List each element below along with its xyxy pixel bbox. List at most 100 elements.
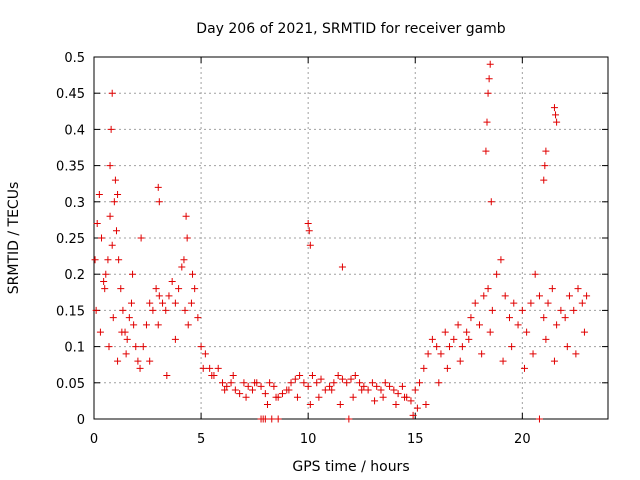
data-point [91, 256, 99, 264]
data-point [390, 386, 398, 394]
data-point [130, 321, 138, 329]
data-point [268, 415, 276, 423]
data-point [183, 234, 191, 242]
data-point [261, 415, 269, 423]
data-point [379, 393, 387, 401]
data-point [553, 118, 561, 126]
data-point [162, 306, 170, 314]
data-point [424, 350, 432, 358]
data-point [484, 89, 492, 97]
data-point [330, 379, 338, 387]
data-point [476, 321, 483, 329]
data-point [454, 321, 462, 329]
data-point [168, 277, 176, 285]
data-point [505, 314, 513, 322]
data-point [557, 306, 565, 314]
data-point [583, 292, 591, 300]
data-point [548, 285, 556, 293]
data-point [321, 386, 329, 394]
data-point [467, 314, 475, 322]
data-point [199, 364, 207, 372]
data-point [541, 162, 549, 170]
data-point [572, 350, 580, 358]
data-point [338, 375, 346, 383]
data-point [171, 299, 179, 307]
data-point [189, 270, 197, 278]
x-tick-label: 0 [90, 432, 98, 447]
data-point [531, 270, 539, 278]
data-point [101, 285, 109, 293]
data-point [187, 299, 195, 307]
data-point [328, 386, 336, 394]
data-point [175, 285, 183, 293]
data-point [351, 372, 359, 380]
data-point [165, 292, 173, 300]
data-point [480, 292, 488, 300]
data-point [482, 147, 490, 155]
data-point [450, 335, 458, 343]
data-point [180, 256, 188, 264]
data-point [306, 401, 314, 409]
data-point [349, 393, 357, 401]
data-point [463, 328, 471, 336]
data-point [105, 343, 113, 351]
data-point [236, 390, 244, 398]
y-axis: 0 0.05 0.1 0.15 0.2 0.25 0.3 0.35 0.4 0.45 0.5 [56, 51, 608, 428]
data-point [208, 372, 216, 380]
data-point [136, 364, 144, 372]
data-point [471, 299, 479, 307]
data-point [510, 299, 518, 307]
data-point [163, 372, 171, 380]
data-point [248, 386, 256, 394]
data-point [486, 60, 494, 68]
x-tick-label: 10 [300, 432, 317, 447]
data-point [137, 234, 145, 242]
data-point [194, 314, 202, 322]
data-point [574, 285, 582, 293]
data-point [227, 379, 235, 387]
data-point [107, 125, 115, 133]
data-point [306, 241, 314, 249]
data-point [373, 382, 381, 390]
data-point [465, 335, 473, 343]
data-point [108, 241, 116, 249]
data-point [240, 379, 248, 387]
data-point [261, 390, 269, 398]
data-point [270, 382, 278, 390]
chart-title: Day 206 of 2021, SRMTID for receiver gam… [196, 21, 506, 37]
data-point [478, 350, 486, 358]
data-point [443, 364, 451, 372]
data-point [159, 299, 167, 307]
data-point [401, 393, 409, 401]
data-point [134, 357, 142, 365]
data-point [441, 328, 449, 336]
data-point [565, 292, 573, 300]
data-point [552, 111, 560, 119]
data-point [315, 393, 323, 401]
data-point [274, 415, 282, 423]
data-point [257, 382, 265, 390]
data-point [499, 357, 507, 365]
data-point [563, 343, 571, 351]
x-tick-label: 15 [407, 432, 424, 447]
data-point [317, 375, 325, 383]
data-point [411, 386, 419, 394]
data-point [214, 364, 222, 372]
data-point [244, 382, 252, 390]
data-point [308, 372, 316, 380]
data-point [407, 397, 415, 405]
data-point [347, 375, 355, 383]
y-tick-label: 0.25 [56, 232, 85, 247]
data-point [420, 364, 428, 372]
data-point [561, 314, 569, 322]
data-point [291, 375, 299, 383]
data-point [191, 285, 199, 293]
data-point [578, 299, 586, 307]
data-point [272, 393, 280, 401]
data-point [542, 335, 550, 343]
data-point [296, 372, 304, 380]
data-point [377, 386, 385, 394]
data-point [93, 220, 101, 228]
data-point [171, 335, 179, 343]
data-point [154, 183, 162, 191]
